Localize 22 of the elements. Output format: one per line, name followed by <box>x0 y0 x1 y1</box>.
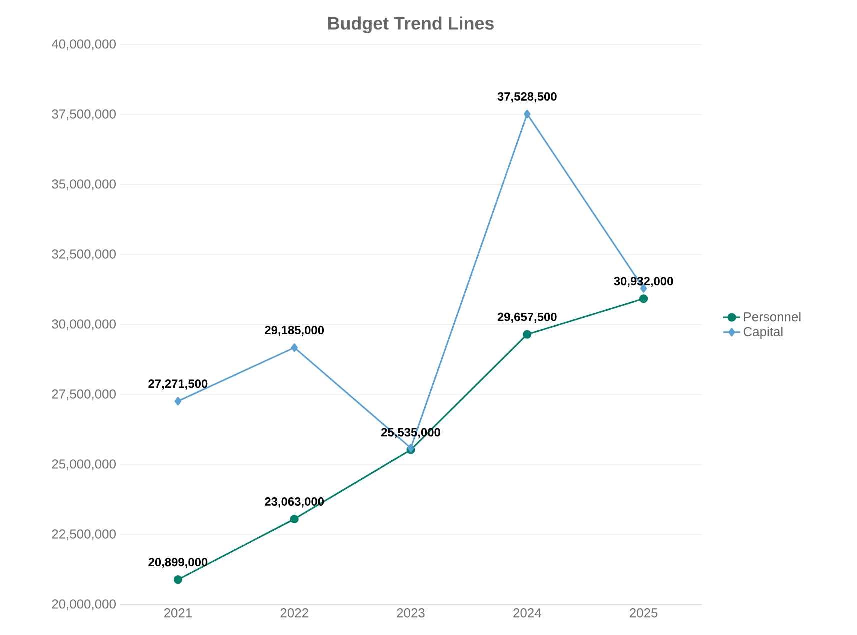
y-tick-label: 37,500,000 <box>52 110 116 120</box>
x-tick-label: 2025 <box>630 608 658 618</box>
data-label: 29,185,000 <box>265 326 324 336</box>
x-tick-label: 2024 <box>514 608 542 618</box>
data-label: 29,657,500 <box>498 312 557 324</box>
data-label: 20,899,000 <box>148 558 208 568</box>
y-tick-label: 22,500,000 <box>52 530 116 540</box>
y-tick-label: 35,000,000 <box>52 180 116 190</box>
y-tick-label: 30,000,000 <box>52 320 116 330</box>
legend-label: Capital <box>744 326 783 340</box>
y-tick-label: 25,000,000 <box>52 460 116 470</box>
legend-label: Personnel <box>744 312 801 322</box>
x-tick-label: 2022 <box>280 608 308 618</box>
data-label: 37,528,500 <box>498 92 557 103</box>
y-tick-label: 20,000,000 <box>52 600 116 610</box>
y-tick-label: 40,000,000 <box>52 40 116 50</box>
data-label: 27,271,500 <box>148 380 208 390</box>
x-tick-label: 2021 <box>164 608 192 618</box>
y-tick-label: 32,500,000 <box>52 250 116 260</box>
chart-title: Budget Trend Lines <box>328 16 494 34</box>
x-tick-label: 2023 <box>397 608 425 618</box>
y-tick-label: 27,500,000 <box>52 390 116 400</box>
